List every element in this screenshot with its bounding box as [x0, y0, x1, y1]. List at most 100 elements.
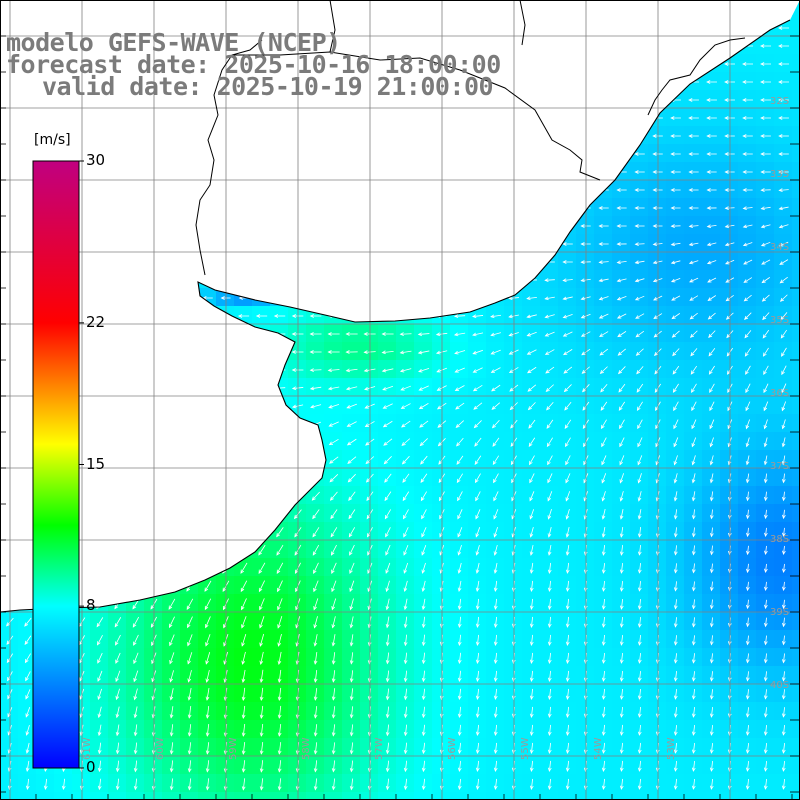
- wind-arrow: [169, 634, 175, 647]
- sea-cell: [504, 558, 523, 577]
- wind-arrow: [309, 368, 322, 372]
- sea-cell: [324, 612, 343, 631]
- sea-cell: [684, 144, 703, 163]
- wind-arrow: [778, 116, 789, 120]
- wind-arrow: [475, 580, 480, 592]
- sea-cell: [792, 738, 800, 757]
- wind-arrow: [526, 349, 537, 355]
- sea-cell: [342, 630, 361, 649]
- wind-arrow: [634, 242, 645, 246]
- sea-cell: [144, 666, 163, 685]
- sea-cell: [558, 720, 577, 739]
- sea-cell: [738, 666, 757, 685]
- sea-cell: [504, 504, 523, 523]
- sea-cell: [234, 720, 253, 739]
- wind-arrow: [205, 634, 211, 647]
- sea-cell: [720, 630, 739, 649]
- wind-arrow: [691, 491, 696, 502]
- sea-cell: [774, 198, 793, 217]
- sea-cell: [738, 630, 757, 649]
- sea-cell: [468, 612, 487, 631]
- sea-cell: [18, 684, 37, 703]
- sea-cell: [792, 522, 800, 541]
- sea-cell: [558, 360, 577, 379]
- wind-arrow: [670, 242, 681, 247]
- sea-cell: [630, 414, 649, 433]
- sea-cell: [612, 792, 631, 800]
- sea-cell: [774, 630, 793, 649]
- sea-cell: [738, 468, 757, 487]
- sea-cell: [648, 540, 667, 559]
- sea-cell: [270, 756, 289, 775]
- sea-cell: [252, 594, 271, 613]
- sea-cell: [540, 522, 559, 541]
- sea-cell: [198, 702, 217, 721]
- wind-arrow: [598, 260, 609, 265]
- sea-cell: [90, 612, 109, 631]
- wind-arrow: [637, 599, 642, 610]
- wind-arrow: [421, 742, 426, 755]
- sea-cell: [450, 468, 469, 487]
- sea-cell: [360, 702, 379, 721]
- wind-arrow: [619, 706, 624, 718]
- wind-arrow: [763, 563, 768, 574]
- wind-arrow: [346, 403, 358, 409]
- sea-cell: [504, 486, 523, 505]
- wind-arrow: [781, 437, 786, 448]
- sea-cell: [486, 360, 505, 379]
- wind-arrow: [601, 778, 606, 790]
- sea-cell: [540, 504, 559, 523]
- wind-arrow: [349, 544, 355, 556]
- sea-cell: [414, 342, 433, 361]
- wind-arrow: [601, 562, 606, 574]
- sea-cell: [450, 738, 469, 757]
- wind-arrow: [601, 724, 606, 736]
- sea-cell: [720, 756, 739, 775]
- wind-arrow: [312, 544, 320, 556]
- sea-cell: [630, 738, 649, 757]
- wind-arrow: [402, 473, 410, 483]
- sea-cell: [108, 756, 127, 775]
- sea-cell: [720, 180, 739, 199]
- sea-cell: [756, 504, 775, 523]
- wind-arrow: [673, 473, 678, 484]
- sea-cell: [630, 594, 649, 613]
- sea-cell: [468, 432, 487, 451]
- sea-cell: [504, 594, 523, 613]
- wind-arrow: [562, 278, 573, 283]
- sea-cell: [612, 450, 631, 469]
- sea-cell: [666, 720, 685, 739]
- sea-cell: [648, 360, 667, 379]
- sea-cell: [468, 450, 487, 469]
- sea-cell: [522, 378, 541, 397]
- sea-cell: [108, 792, 127, 800]
- sea-cell: [792, 162, 800, 181]
- sea-cell: [504, 378, 523, 397]
- wind-arrow: [673, 455, 678, 466]
- wind-arrow: [241, 616, 247, 629]
- wind-arrow: [240, 580, 248, 593]
- wind-arrow: [345, 368, 358, 373]
- wind-arrow: [457, 527, 463, 538]
- sea-cell: [18, 648, 37, 667]
- wind-arrow: [565, 634, 570, 646]
- wind-arrow: [691, 527, 696, 538]
- sea-cell: [144, 630, 163, 649]
- wind-arrow: [761, 259, 771, 265]
- sea-cell: [684, 594, 703, 613]
- wind-arrow: [403, 616, 408, 629]
- wind-arrow: [709, 671, 714, 682]
- sea-cell: [558, 756, 577, 775]
- sea-cell: [648, 630, 667, 649]
- wind-arrow: [745, 743, 750, 754]
- sea-cell: [180, 756, 199, 775]
- wind-arrow: [421, 544, 427, 556]
- sea-cell: [486, 522, 505, 541]
- wind-arrow: [637, 437, 643, 448]
- wind-arrow: [401, 455, 410, 465]
- sea-cell: [738, 720, 757, 739]
- wind-arrow: [673, 563, 678, 574]
- sea-cell: [648, 720, 667, 739]
- wind-arrow: [457, 760, 462, 773]
